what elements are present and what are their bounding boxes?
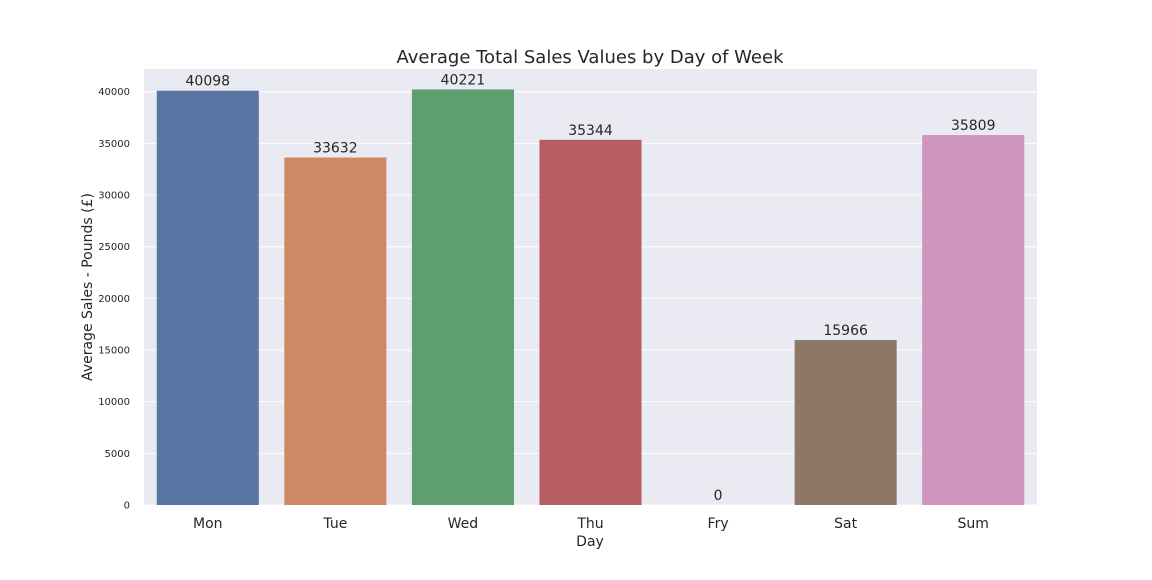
data-label-sat: 15966 <box>823 323 868 339</box>
x-tick-label: Thu <box>576 516 603 532</box>
bar-tue <box>284 157 387 505</box>
y-tick-label: 20000 <box>98 294 130 305</box>
y-axis-label: Average Sales - Pounds (£) <box>80 193 96 381</box>
data-labels: 40098 33632 40221 35344 0 15966 35809 <box>186 72 996 504</box>
data-label-fry: 0 <box>714 488 723 504</box>
y-tick-label: 40000 <box>98 87 130 98</box>
y-tick-label: 10000 <box>98 397 130 408</box>
bar-wed <box>411 89 514 506</box>
x-tick-label: Wed <box>448 516 479 532</box>
x-axis-label: Day <box>576 534 604 550</box>
x-tick-label: Tue <box>322 516 347 532</box>
y-tick-label: 25000 <box>98 242 130 253</box>
chart-title: Average Total Sales Values by Day of Wee… <box>396 47 784 68</box>
y-tick-label: 15000 <box>98 346 130 357</box>
x-tick-label: Sum <box>958 516 989 532</box>
bars <box>156 89 1025 506</box>
bar-sat <box>794 340 897 505</box>
data-label-mon: 40098 <box>186 74 231 90</box>
y-tick-label: 30000 <box>98 191 130 202</box>
y-tick-label: 5000 <box>105 449 130 460</box>
y-tick-label: 0 <box>124 501 130 512</box>
y-axis-ticks: 0 5000 10000 15000 20000 25000 30000 35000 40000 <box>98 87 130 511</box>
data-label-wed: 40221 <box>441 72 486 88</box>
x-tick-label: Mon <box>193 516 223 532</box>
bar-sum <box>922 135 1025 505</box>
x-tick-label: Sat <box>834 516 857 532</box>
data-label-tue: 33632 <box>313 141 358 157</box>
data-label-thu: 35344 <box>568 123 613 139</box>
data-label-sum: 35809 <box>951 118 996 134</box>
bar-mon <box>156 90 259 505</box>
bar-thu <box>539 139 642 505</box>
x-tick-label: Fry <box>708 516 729 532</box>
y-tick-label: 35000 <box>98 139 130 150</box>
x-axis-ticks: Mon Tue Wed Thu Fry Sat Sum <box>193 516 989 532</box>
